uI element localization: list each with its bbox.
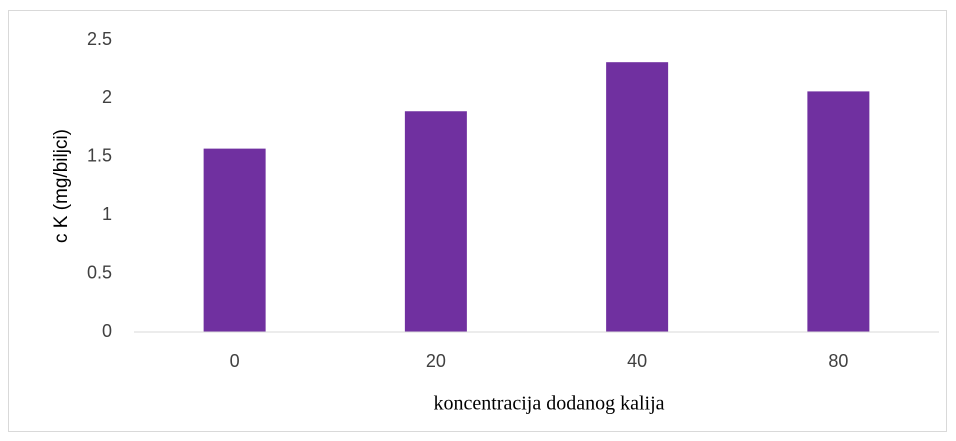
y-axis-label: c K (mg/biljci) (51, 129, 72, 243)
y-tick-label: 2 (102, 87, 112, 107)
y-tick-label: 1 (102, 204, 112, 224)
x-tick-label: 80 (828, 351, 848, 371)
bar (404, 111, 467, 332)
y-tick-label: 0 (102, 321, 112, 341)
y-tick-label: 2.5 (87, 29, 112, 49)
x-tick-label: 0 (230, 351, 240, 371)
y-tick-label: 0.5 (87, 262, 112, 282)
bar (203, 148, 266, 332)
chart-border (8, 10, 947, 432)
x-tick-label: 40 (627, 351, 647, 371)
x-axis-label: koncentracija dodanog kalija (433, 393, 664, 415)
bar (606, 62, 669, 332)
x-tick-label: 20 (426, 351, 446, 371)
y-tick-label: 1.5 (87, 146, 112, 166)
bar (807, 91, 870, 332)
